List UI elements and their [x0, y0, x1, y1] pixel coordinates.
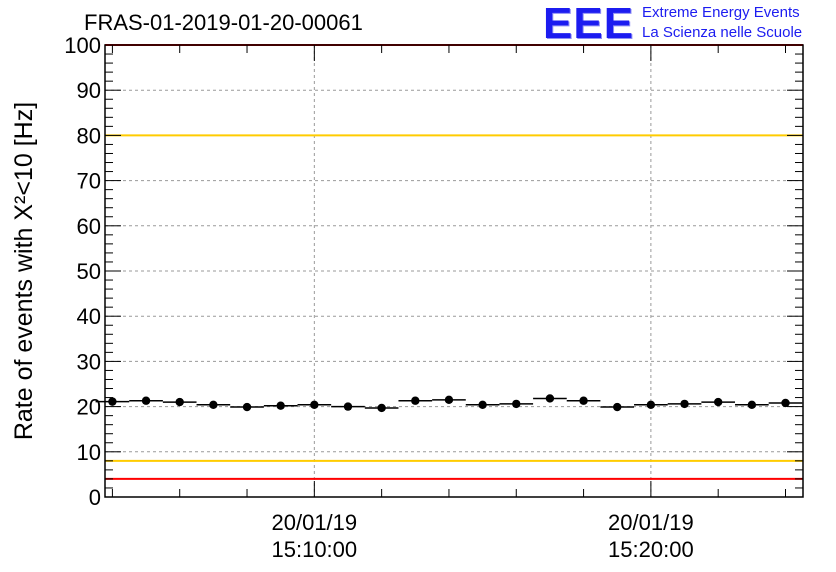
data-point: [364, 403, 399, 413]
data-point: [735, 400, 769, 409]
axis-ticks: [105, 44, 803, 498]
y-tick-label: 0: [89, 485, 101, 510]
eee-logo: EEE Extreme Energy Events La Scienza nel…: [543, 2, 802, 46]
data-point: [634, 400, 668, 409]
data-point: [162, 397, 197, 407]
logo-line-1: Extreme Energy Events: [642, 4, 800, 21]
logo-text: Extreme Energy Events La Scienza nelle S…: [642, 3, 802, 43]
y-tick-label: 80: [77, 123, 101, 148]
marker: [209, 400, 218, 409]
reference-lines: [105, 44, 803, 480]
x-tick-label-time: 15:20:00: [608, 537, 694, 562]
marker: [242, 402, 252, 412]
data-point: [566, 396, 601, 405]
marker: [141, 396, 151, 405]
x-tick-label-date: 20/01/19: [608, 510, 694, 535]
logo-mark: EEE: [543, 0, 635, 48]
y-tick-label: 50: [77, 259, 101, 284]
marker: [175, 397, 184, 407]
marker: [478, 400, 487, 409]
data-point: [263, 401, 298, 410]
y-tick-label: 40: [77, 304, 101, 329]
data-point: [432, 395, 466, 405]
marker: [377, 403, 386, 413]
data-point: [230, 402, 264, 412]
data-point: [701, 397, 736, 407]
marker: [545, 394, 555, 403]
data-point: [499, 399, 534, 409]
y-tick-label: 100: [64, 33, 101, 58]
logo-line-2: La Scienza nelle Scuole: [642, 24, 803, 41]
data-point: [129, 396, 163, 405]
data-point: [667, 399, 702, 409]
marker: [579, 396, 588, 405]
grid-lines: [105, 45, 803, 497]
data-point: [196, 400, 231, 409]
data-point: [768, 398, 803, 408]
data-point: [600, 402, 635, 412]
marker: [613, 402, 622, 412]
marker: [343, 402, 353, 411]
data-point: [398, 396, 433, 405]
y-axis-label: Rate of events with X²<10 [Hz]: [10, 102, 38, 440]
marker: [747, 400, 757, 409]
y-tick-label: 20: [77, 395, 101, 420]
run-label: FRAS-01-2019-01-20-00061: [84, 10, 363, 35]
data-point: [533, 394, 567, 403]
data-point: [465, 400, 500, 409]
y-tick-label: 30: [77, 349, 101, 374]
marker: [512, 399, 521, 409]
marker: [108, 397, 117, 406]
x-tick-label-time: 15:10:00: [272, 537, 358, 562]
marker: [411, 396, 420, 405]
y-tick-label: 60: [77, 214, 101, 239]
y-tick-label: 10: [77, 440, 101, 465]
marker: [781, 398, 790, 408]
marker: [680, 399, 689, 409]
marker: [310, 400, 319, 409]
data-point: [331, 402, 365, 411]
y-tick-label: 70: [77, 169, 101, 194]
marker: [444, 395, 454, 405]
axis-tick-labels: 010203040506070809010020/01/1915:10:0020…: [64, 33, 693, 562]
data-point: [95, 397, 130, 406]
marker: [646, 400, 656, 409]
x-tick-label-date: 20/01/19: [272, 510, 358, 535]
marker: [713, 397, 723, 407]
data-point: [297, 400, 332, 409]
marker: [276, 401, 285, 410]
data-points: [95, 394, 803, 413]
y-tick-label: 90: [77, 78, 101, 103]
